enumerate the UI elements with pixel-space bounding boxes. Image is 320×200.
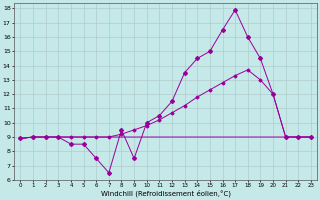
X-axis label: Windchill (Refroidissement éolien,°C): Windchill (Refroidissement éolien,°C) bbox=[101, 190, 231, 197]
